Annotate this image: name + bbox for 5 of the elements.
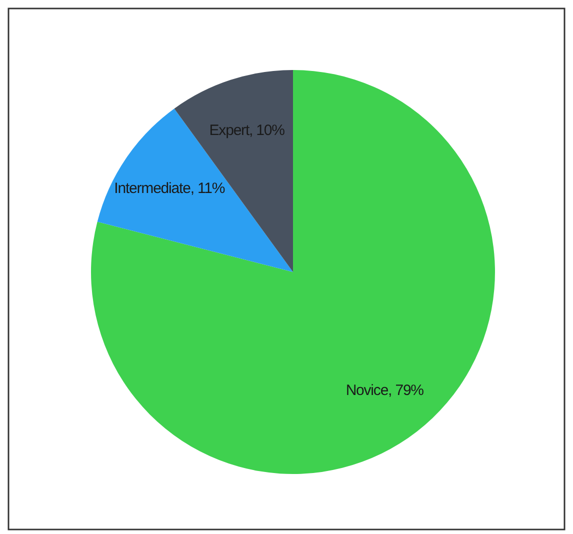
slice-label: Novice, 79% (346, 382, 424, 400)
pie-slice (97, 108, 293, 272)
slice-label: Expert, 10% (209, 122, 285, 139)
slice-label: Intermediate, 11% (114, 180, 225, 197)
pie-slice (91, 70, 495, 474)
